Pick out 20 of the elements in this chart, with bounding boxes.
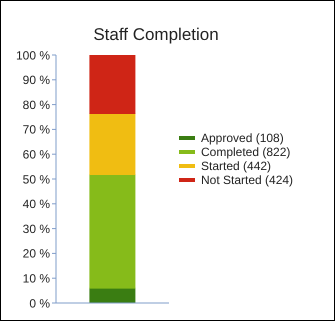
bar — [89, 55, 136, 114]
bar — [89, 288, 136, 303]
y-tick-label: 60 % — [22, 147, 50, 162]
bar — [89, 174, 136, 289]
y-tick-label: 90 % — [22, 73, 50, 88]
y-tick-label: 10 % — [22, 271, 50, 286]
y-tick-label: 80 % — [22, 98, 50, 112]
y-tick-label: 50 % — [22, 172, 50, 186]
legend-label: Started (442) — [201, 159, 272, 173]
bar — [89, 113, 136, 176]
y-tick-label: 70 % — [22, 122, 50, 137]
y-tick-label: 0 % — [29, 296, 50, 310]
chart-title: Staff Completion — [92, 25, 220, 45]
y-tick-label: 40 % — [22, 197, 50, 212]
y-tick-label: 20 % — [22, 246, 50, 261]
y-tick-label: 100 % — [16, 48, 50, 62]
legend-label: Not Started (424) — [201, 173, 294, 187]
legend-label: Approved (108) — [201, 131, 284, 145]
y-tick-label: 30 % — [22, 222, 50, 236]
legend-label: Completed (822) — [201, 145, 290, 159]
